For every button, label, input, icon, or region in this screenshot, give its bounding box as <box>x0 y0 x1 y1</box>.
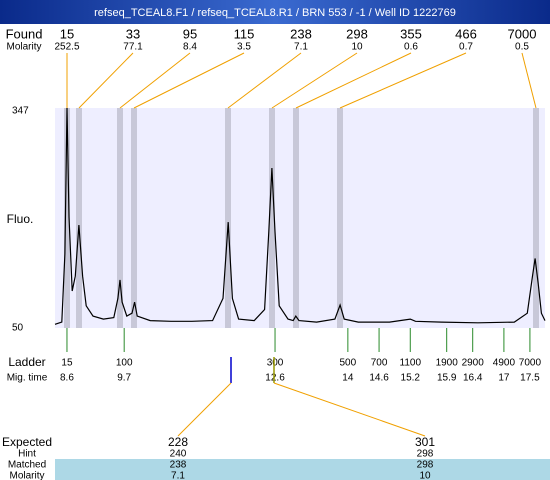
expected-row-label: Matched <box>8 460 46 471</box>
peak-connector <box>78 52 134 109</box>
peak-band <box>64 108 70 328</box>
found-size: 298 <box>346 26 368 41</box>
chart-layer: 15252.53377.1958.41153.52387.1298103550.… <box>2 26 546 480</box>
ladder-size: 100 <box>116 358 133 369</box>
found-size: 7000 <box>508 26 537 41</box>
ladder-time: 12.6 <box>265 373 285 384</box>
ladder-time: 15.9 <box>437 373 457 384</box>
title-bar <box>0 0 550 24</box>
found-size: 355 <box>400 26 422 41</box>
expected-row-label: Hint <box>18 449 36 460</box>
peak-band <box>337 108 343 328</box>
expected-value: 10 <box>419 471 431 480</box>
peak-band <box>131 108 137 328</box>
found-size: 115 <box>234 26 255 41</box>
expected-value: 238 <box>170 460 187 471</box>
found-molarity: 252.5 <box>54 42 79 53</box>
ladder-size: 700 <box>371 358 388 369</box>
ladder-size: 300 <box>267 358 284 369</box>
expected-value: 301 <box>415 435 435 449</box>
mig-time-label: Mig. time <box>7 373 48 384</box>
expected-connector <box>177 382 232 437</box>
found-molarity: 7.1 <box>294 42 308 53</box>
found-size: 33 <box>126 26 140 41</box>
ladder-time: 17.5 <box>520 373 540 384</box>
ladder-time: 8.6 <box>60 373 74 384</box>
plot-area <box>55 108 545 328</box>
ladder-time: 16.4 <box>463 373 483 384</box>
ladder-size: 500 <box>340 358 357 369</box>
expected-row-label: Expected <box>2 435 52 449</box>
y-tick-label: 50 <box>12 323 24 334</box>
ladder-time: 9.7 <box>117 373 131 384</box>
peak-band <box>533 108 539 328</box>
ladder-size: 15 <box>61 358 73 369</box>
expected-row-label: Molarity <box>9 471 44 480</box>
ladder-time: 14 <box>342 373 354 384</box>
peak-band <box>293 108 299 328</box>
peak-band <box>117 108 123 328</box>
found-size: 238 <box>290 26 312 41</box>
expected-value: 298 <box>417 460 434 471</box>
found-molarity: 0.6 <box>404 42 418 53</box>
found-size: 95 <box>183 26 197 41</box>
found-size: 466 <box>455 26 477 41</box>
expected-value: 298 <box>417 449 434 460</box>
peak-connector <box>119 52 191 109</box>
found-molarity: 10 <box>351 42 363 53</box>
ladder-time: 17 <box>498 373 510 384</box>
peak-connector <box>521 52 537 109</box>
ladder-size: 2900 <box>462 358 485 369</box>
molarity-label: Molarity <box>6 42 41 53</box>
found-molarity: 77.1 <box>123 42 143 53</box>
expected-connector <box>273 382 426 437</box>
ladder-label: Ladder <box>8 355 45 369</box>
peak-band <box>225 108 231 328</box>
peak-connector <box>133 52 245 109</box>
peak-connector <box>227 52 302 109</box>
title: refseq_TCEAL8.F1 / refseq_TCEAL8.R1 / BR… <box>94 7 456 19</box>
ladder-size: 1900 <box>436 358 459 369</box>
ladder-size: 1100 <box>400 358 422 369</box>
expected-value: 7.1 <box>171 471 185 480</box>
peak-connector <box>295 52 412 109</box>
trace <box>54 107 546 325</box>
y-axis-label: Fluo. <box>7 212 34 226</box>
peak-connector <box>339 52 467 109</box>
y-tick-label: 347 <box>12 106 29 117</box>
found-molarity: 0.5 <box>515 42 529 53</box>
expected-value: 240 <box>170 449 187 460</box>
found-label: Found <box>6 26 43 41</box>
ladder-time: 15.2 <box>401 373 421 384</box>
ladder-size: 7000 <box>519 358 542 369</box>
peak-connector <box>271 52 358 109</box>
ladder-time: 14.6 <box>369 373 389 384</box>
found-molarity: 0.7 <box>459 42 473 53</box>
peak-band <box>269 108 275 328</box>
peak-band <box>76 108 82 328</box>
found-molarity: 3.5 <box>237 42 251 53</box>
ladder-size: 4900 <box>493 358 516 369</box>
expected-value: 228 <box>168 435 188 449</box>
found-size: 15 <box>60 26 74 41</box>
found-molarity: 8.4 <box>183 42 197 53</box>
matched-band <box>55 459 550 480</box>
